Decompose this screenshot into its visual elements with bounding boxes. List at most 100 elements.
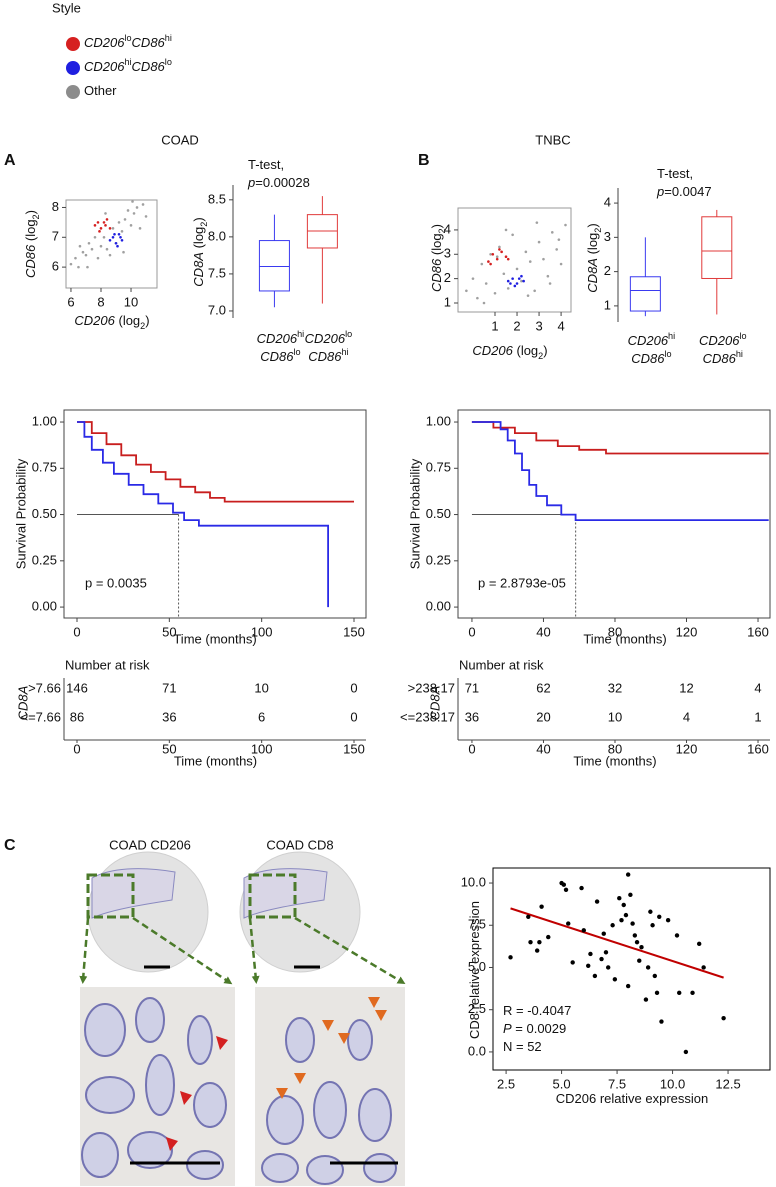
text-part: lo (664, 349, 671, 359)
text-part: T-test, (657, 166, 693, 181)
point (579, 885, 584, 891)
y-tick-label: 2 (444, 270, 451, 285)
point (637, 958, 642, 963)
box (258, 240, 290, 292)
text-part: CD206 (84, 35, 125, 50)
point (701, 965, 706, 970)
x-tick-label: 0 (468, 624, 475, 639)
legend-label: CD206loCD86hi (84, 33, 172, 50)
point (528, 260, 532, 263)
point (559, 262, 563, 266)
point (90, 247, 94, 251)
text-part: (log (115, 313, 140, 328)
text-part: (log (191, 227, 206, 252)
x-tick-label: 120 (676, 624, 698, 639)
point (563, 887, 569, 892)
text-part: lo (345, 329, 352, 339)
annotation: p=0.00028 (247, 175, 310, 190)
point (84, 253, 88, 257)
risk-tick-label: 150 (343, 741, 365, 756)
text-part: ) (543, 343, 547, 358)
risk-variable: CD8A (427, 686, 442, 721)
x-tick-label: 10.0 (660, 1076, 685, 1091)
text-part: lo (294, 347, 301, 357)
text-part: CD86 (308, 349, 342, 364)
point (570, 960, 575, 965)
risk-tick-label: 100 (251, 741, 273, 756)
point (77, 265, 80, 269)
crypts (81, 997, 397, 1185)
point (117, 221, 121, 224)
point (104, 212, 107, 215)
risk-row-label: <=238.17 (400, 709, 455, 724)
point (119, 235, 122, 239)
y-axis-label: Survival Probability (13, 458, 28, 569)
survival-curve (77, 421, 329, 608)
point (526, 914, 531, 920)
risk-tick-label: 50 (162, 741, 176, 756)
y-tick-label: 6 (52, 259, 59, 274)
text-part: 2 (31, 214, 41, 219)
risk-tick-label: 160 (747, 741, 769, 756)
point (78, 244, 82, 248)
text-part: CD206 (257, 331, 298, 346)
x-tick-label: CD206lo (305, 329, 353, 346)
point (599, 956, 604, 962)
point (129, 224, 133, 227)
text-part: = 0.0029 (512, 1021, 567, 1036)
text-part: ) (145, 313, 149, 328)
tissue (91, 868, 176, 919)
y-tick-label: 3 (444, 246, 451, 261)
annotation: p = 0.0035 (85, 575, 147, 590)
risk-count: 12 (679, 680, 693, 695)
point (564, 223, 567, 227)
x-axis-label: CD206 relative expression (556, 1091, 708, 1106)
point (74, 256, 77, 260)
point (539, 904, 544, 909)
point (506, 257, 510, 261)
x-tick-label: 3 (535, 318, 542, 333)
risk-count: 1 (754, 709, 761, 724)
point (515, 282, 519, 285)
text-part: R = -0.4047 (503, 1003, 571, 1018)
point (522, 279, 525, 283)
y-tick-label: 0.25 (426, 552, 451, 567)
point (526, 294, 530, 297)
point (634, 939, 640, 945)
x-tick-label: 1 (491, 318, 498, 333)
text-part: CD86 (631, 351, 665, 366)
risk-variable: CD8A (15, 686, 30, 721)
risk-count: 62 (536, 680, 550, 695)
risk-count: 0 (350, 680, 357, 695)
x-tick-label: 6 (67, 294, 74, 309)
point (632, 933, 638, 938)
point (126, 209, 130, 212)
point (108, 253, 112, 257)
text-part: (log (23, 219, 38, 244)
point (87, 241, 91, 245)
x-tick-label: 100 (251, 624, 273, 639)
image-title: COAD CD8 (266, 837, 333, 852)
point (69, 262, 73, 266)
point (111, 227, 115, 230)
text-part: CD206 relative expression (556, 1091, 708, 1106)
y-tick-label: 0.50 (32, 506, 57, 521)
point (98, 230, 101, 233)
point (482, 301, 486, 305)
point (116, 244, 119, 248)
point (108, 227, 112, 230)
point (548, 282, 552, 285)
point (603, 950, 609, 955)
text-part: CD206 (84, 59, 125, 74)
y-axis-label: Survival Probability (407, 458, 422, 569)
text-part: CD206 (74, 313, 115, 328)
survival-curve (77, 421, 354, 503)
y-axis-label: CD86 (log2) (429, 224, 447, 292)
x-axis-label: CD206 (log2) (74, 313, 149, 331)
y-tick-label: 2 (604, 263, 611, 278)
point (533, 289, 536, 293)
plot-frame (457, 409, 771, 619)
point (625, 983, 631, 989)
point (104, 224, 107, 227)
